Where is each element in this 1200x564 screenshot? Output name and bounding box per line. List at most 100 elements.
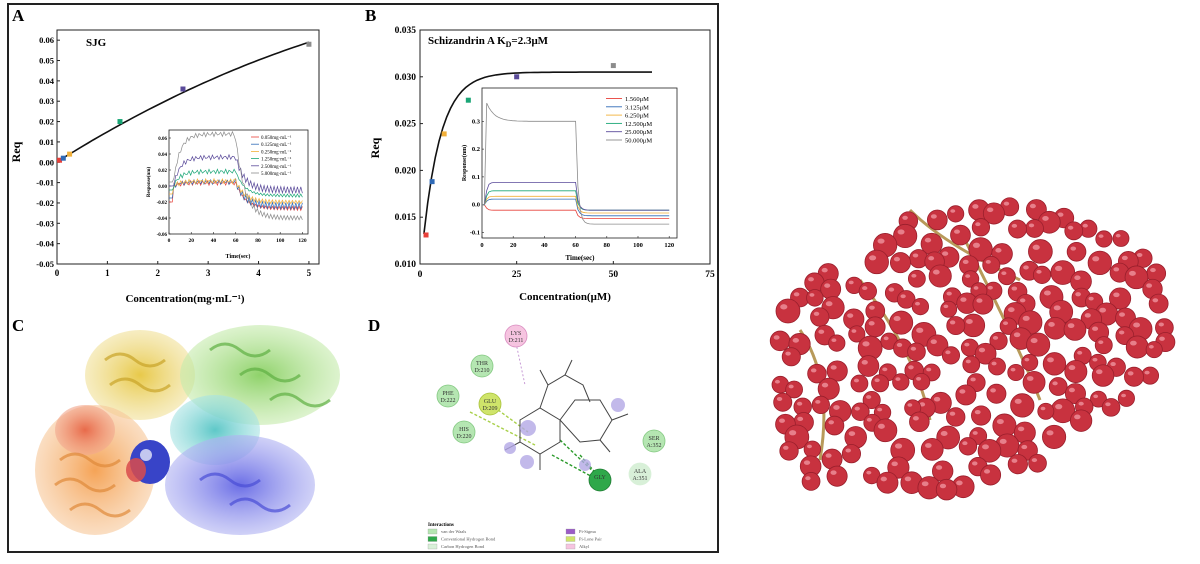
panel-letter-c: C: [12, 316, 24, 335]
panel-b-data-point: [465, 97, 471, 103]
berry: [1008, 219, 1027, 239]
berry: [826, 465, 848, 487]
berry: [997, 267, 1016, 286]
inset-b-legend-label: 6.250μM: [625, 113, 649, 120]
interaction-legend: Interactions van der Waals Conventional H…: [427, 523, 602, 550]
residue-name: HIS: [459, 427, 469, 433]
residue-id: D:211: [509, 338, 524, 344]
berry-highlight: [813, 311, 820, 316]
berry-highlight: [1148, 344, 1154, 349]
berry-highlight: [1099, 307, 1107, 313]
panel-b-marks: [423, 63, 652, 238]
inset-a-ytick-label: 0.00: [158, 185, 167, 190]
inset-b-xtick-label: 0: [480, 242, 483, 249]
berry-highlight: [962, 441, 968, 446]
berry-highlight: [776, 397, 783, 402]
berry-highlight: [1127, 371, 1134, 376]
berry-highlight: [785, 351, 791, 356]
inset-b-ytick-label: 0.0: [472, 202, 480, 209]
berry-highlight: [891, 461, 898, 467]
berry: [850, 374, 869, 393]
berry-highlight: [940, 430, 948, 437]
inset-a-xtick-label: 40: [211, 238, 217, 244]
panel-b-xtick-label: 0: [418, 270, 423, 280]
panel-b-ytick-label: 0.010: [395, 260, 417, 270]
panel-b-ytick-label: 0.020: [395, 166, 417, 176]
berry-highlight: [1067, 225, 1074, 230]
berry-highlight: [895, 377, 901, 381]
berry-highlight: [1019, 298, 1026, 303]
inset-a-ytick-label: 0.04: [158, 153, 167, 158]
berry-highlight: [1036, 269, 1042, 274]
inset-a-sensorgram-line: [169, 153, 303, 195]
berry-highlight: [868, 321, 875, 326]
berry-highlight: [851, 329, 857, 333]
berry-highlight: [1032, 244, 1040, 250]
berry-highlight: [982, 444, 989, 450]
berry-highlight: [1110, 362, 1116, 367]
berry-highlight: [808, 277, 814, 282]
berry: [889, 310, 914, 335]
berry: [907, 342, 926, 362]
berry: [1091, 364, 1115, 387]
berry: [971, 218, 991, 237]
residue-id: D:210: [475, 368, 490, 374]
berry: [873, 418, 898, 443]
berry-highlight: [803, 460, 811, 465]
berry: [1028, 453, 1047, 473]
legend-title: Interactions: [428, 523, 454, 528]
inset-a-xtick-label: 100: [276, 238, 285, 244]
berry: [806, 289, 824, 307]
residue-name: PHE: [442, 391, 454, 397]
berry: [1066, 242, 1087, 262]
protein-helices-green: [209, 342, 331, 408]
berry: [1094, 336, 1113, 355]
residue-node-gly: [588, 468, 612, 492]
berry-highlight: [1150, 267, 1156, 273]
berry: [986, 383, 1007, 404]
berry: [962, 355, 981, 374]
residue-node-glu: [478, 392, 502, 416]
residue-name: THR: [476, 361, 488, 367]
panel-b-xtick-label: 75: [705, 270, 715, 280]
panel-b-data-point: [441, 131, 447, 137]
berry-highlight: [862, 341, 870, 347]
berry: [980, 464, 1002, 486]
berry-highlight: [1119, 312, 1126, 317]
berry: [946, 407, 966, 427]
protein-domain-red: [55, 405, 115, 455]
inset-b-ytick-label: 0.3: [472, 118, 481, 125]
berry-highlight: [883, 336, 889, 341]
berry: [912, 372, 931, 391]
berry: [1063, 318, 1087, 341]
berry-highlight: [809, 293, 815, 297]
berry-highlight: [1084, 313, 1091, 318]
berry: [779, 441, 799, 461]
panel-letter-a: A: [12, 6, 25, 25]
residue-node-ala: [628, 462, 652, 486]
berry-highlight: [965, 359, 971, 364]
berry-highlight: [924, 237, 932, 243]
panel-b-inset-xlabel: Time(sec): [565, 254, 595, 262]
panel-a-ytick-label: -0.01: [36, 178, 54, 188]
ligand-atom-halos: [504, 398, 625, 471]
inset-b-sensorgram-line: [482, 195, 670, 214]
ligand-skeleton: [504, 359, 629, 470]
berry-highlight: [793, 292, 800, 297]
berry-highlight: [1136, 252, 1143, 258]
berry-highlight: [830, 365, 837, 370]
panel-a-inset-ylabel: Response(nm): [147, 167, 152, 198]
berry-highlight: [810, 368, 817, 373]
berry: [1069, 409, 1093, 432]
panel-b-data-point: [429, 179, 435, 185]
inset-a-xtick-label: 60: [233, 238, 239, 244]
berry-highlight: [921, 481, 929, 487]
panel-a-ytick-label: -0.03: [36, 218, 54, 228]
berry-highlight: [1092, 256, 1100, 262]
berry-highlight: [824, 283, 831, 288]
panel-a-xtick-label: 3: [206, 268, 211, 278]
berry: [972, 293, 994, 315]
berry: [1124, 366, 1144, 387]
